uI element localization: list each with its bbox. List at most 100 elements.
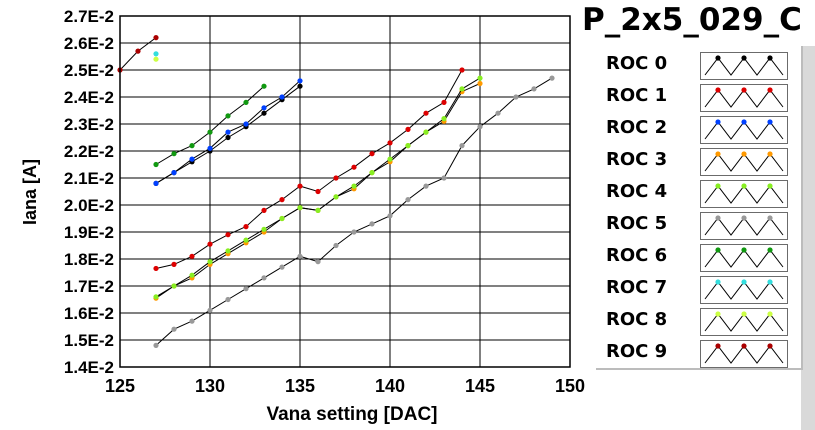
x-tick-label: 130 xyxy=(195,376,225,396)
legend-swatch xyxy=(700,212,788,240)
legend: ROC 0 ROC 1 ROC 2 ROC 3 ROC 4 ROC 5 ROC 6 ROC 7… xyxy=(596,46,803,370)
y-tick-label: 2.2E-2 xyxy=(64,142,114,161)
legend-swatch-marker xyxy=(767,247,773,253)
data-point-roc-4 xyxy=(333,194,339,200)
data-point-roc-5 xyxy=(351,229,357,235)
data-point-roc-6 xyxy=(207,129,213,135)
x-tick-label: 135 xyxy=(285,376,315,396)
legend-label: ROC 6 xyxy=(606,245,668,266)
data-point-roc-0 xyxy=(297,83,303,89)
legend-swatch-graphic xyxy=(704,247,784,268)
data-point-roc-5 xyxy=(441,175,447,181)
legend-item-roc-6: ROC 6 xyxy=(596,241,801,273)
y-tick-label: 2.0E-2 xyxy=(64,196,114,215)
data-point-roc-1 xyxy=(243,224,249,230)
y-tick-label: 1.9E-2 xyxy=(64,223,114,242)
data-point-roc-5 xyxy=(243,286,249,292)
series-line-roc-1 xyxy=(155,69,463,269)
legend-swatch-marker xyxy=(767,311,773,317)
legend-swatch-marker xyxy=(715,119,721,125)
data-point-roc-5 xyxy=(477,124,483,130)
legend-swatch-marker xyxy=(715,343,721,349)
y-tick-label: 2.7E-2 xyxy=(64,7,114,26)
legend-swatch-marker xyxy=(741,119,747,125)
series-roc-8 xyxy=(153,56,159,62)
data-point-roc-1 xyxy=(369,151,375,157)
data-point-roc-3 xyxy=(477,80,483,87)
data-point-roc-1 xyxy=(459,67,465,73)
legend-swatch-marker xyxy=(767,55,773,61)
y-tick-label: 1.7E-2 xyxy=(64,277,114,296)
series-roc-6 xyxy=(153,83,267,168)
legend-swatch-marker xyxy=(767,343,773,349)
legend-swatch-graphic xyxy=(704,55,784,76)
data-point-roc-4 xyxy=(477,75,483,81)
data-point-roc-6 xyxy=(243,99,249,105)
data-point-roc-4 xyxy=(459,86,465,92)
legend-swatch-marker xyxy=(715,279,721,285)
data-point-roc-1 xyxy=(441,99,447,105)
data-point-roc-5 xyxy=(405,197,411,203)
data-point-roc-5 xyxy=(513,94,519,100)
data-point-roc-5 xyxy=(153,342,159,348)
data-point-roc-5 xyxy=(171,326,177,332)
legend-swatch-marker xyxy=(741,87,747,93)
y-tick-label: 1.8E-2 xyxy=(64,250,114,269)
data-point-roc-1 xyxy=(351,164,357,170)
legend-swatch-marker xyxy=(715,311,721,317)
plot-frame xyxy=(119,15,571,368)
series-layer xyxy=(117,35,555,348)
legend-swatch-marker xyxy=(767,151,773,157)
data-point-roc-1 xyxy=(333,175,339,181)
legend-label: ROC 1 xyxy=(606,85,668,106)
data-point-roc-9 xyxy=(153,35,159,41)
series-roc-1 xyxy=(153,67,465,272)
data-point-roc-6 xyxy=(189,143,195,149)
data-point-roc-1 xyxy=(171,261,177,267)
data-point-roc-1 xyxy=(261,207,267,213)
data-point-roc-5 xyxy=(261,275,267,281)
data-point-roc-4 xyxy=(207,259,213,265)
legend-swatch-marker xyxy=(715,87,721,93)
data-point-roc-1 xyxy=(297,183,303,189)
y-tick-label: 1.6E-2 xyxy=(64,304,114,323)
y-tick-label: 2.6E-2 xyxy=(64,34,114,53)
data-point-roc-4 xyxy=(369,170,375,176)
legend-item-roc-2: ROC 2 xyxy=(596,113,801,145)
series-roc-7 xyxy=(153,51,159,57)
data-point-roc-1 xyxy=(207,241,213,247)
data-point-roc-1 xyxy=(315,188,321,195)
y-tick-label: 2.3E-2 xyxy=(64,115,114,134)
y-tick-label: 2.5E-2 xyxy=(64,61,114,80)
legend-swatch-marker xyxy=(741,151,747,157)
data-point-roc-5 xyxy=(459,143,465,149)
data-point-roc-5 xyxy=(387,213,393,219)
legend-swatch xyxy=(700,244,788,272)
legend-item-roc-5: ROC 5 xyxy=(596,209,801,241)
y-axis-label: Iana [A] xyxy=(20,159,40,225)
data-point-roc-2 xyxy=(171,170,177,176)
legend-swatch-graphic xyxy=(704,279,784,300)
legend-swatch-marker xyxy=(767,215,773,221)
data-point-roc-6 xyxy=(225,113,231,119)
data-point-roc-6 xyxy=(261,83,267,89)
series-roc-4 xyxy=(153,75,483,300)
data-point-roc-1 xyxy=(405,126,411,132)
data-point-roc-2 xyxy=(279,94,285,100)
data-point-roc-4 xyxy=(441,116,447,122)
legend-item-roc-4: ROC 4 xyxy=(596,177,801,209)
x-tick-label: 140 xyxy=(375,376,405,396)
legend-swatch-marker xyxy=(767,279,773,285)
legend-label: ROC 9 xyxy=(606,341,668,362)
data-point-roc-5 xyxy=(315,259,321,265)
legend-item-roc-9: ROC 9 xyxy=(596,337,801,369)
legend-swatch-marker xyxy=(741,55,747,61)
legend-swatch xyxy=(700,148,788,176)
data-point-roc-4 xyxy=(261,226,267,232)
x-tick-label: 125 xyxy=(105,376,135,396)
right-scrollbar-area xyxy=(801,46,815,430)
data-point-roc-2 xyxy=(189,156,195,162)
data-point-roc-5 xyxy=(297,253,303,259)
legend-swatch-graphic xyxy=(704,119,784,140)
data-point-roc-2 xyxy=(207,145,213,151)
